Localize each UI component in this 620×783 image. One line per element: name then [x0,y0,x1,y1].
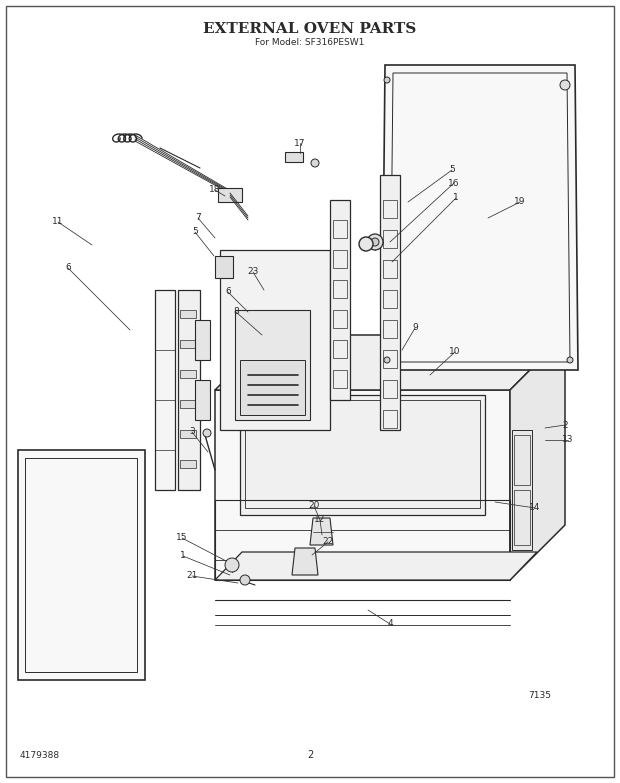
Polygon shape [215,335,565,390]
Text: 2: 2 [562,420,568,430]
Circle shape [371,238,379,246]
Bar [180,430,196,438]
Bar [245,400,480,508]
Bar [514,435,530,485]
Polygon shape [178,290,200,490]
Bar [383,410,397,428]
Bar [180,460,196,468]
Polygon shape [510,335,565,580]
Text: 4: 4 [387,619,393,629]
Text: 14: 14 [529,503,541,513]
Text: 1: 1 [180,551,186,561]
Text: 5: 5 [449,165,455,175]
Text: 4179388: 4179388 [20,750,60,760]
Text: For Model: SF316PESW1: For Model: SF316PESW1 [255,38,365,47]
Bar [333,370,347,388]
Circle shape [240,575,250,585]
Bar [333,280,347,298]
Text: 20: 20 [308,501,320,511]
Text: 1: 1 [453,193,459,203]
Polygon shape [330,200,350,400]
Bar [240,395,485,515]
Text: 9: 9 [412,323,418,333]
Text: EXTERNAL OVEN PARTS: EXTERNAL OVEN PARTS [203,22,417,36]
Circle shape [384,77,390,83]
Text: 22: 22 [322,537,334,547]
Text: 12: 12 [314,515,326,525]
Bar [333,310,347,328]
Text: 19: 19 [514,197,526,207]
Circle shape [367,234,383,250]
Bar [285,152,303,162]
Bar [333,250,347,268]
Bar [512,430,532,550]
Text: 7: 7 [195,214,201,222]
Circle shape [359,237,373,251]
Bar [383,260,397,278]
Text: 8: 8 [233,308,239,316]
Text: 16: 16 [448,179,460,187]
Circle shape [567,357,573,363]
Text: 6: 6 [65,264,71,272]
Circle shape [311,159,319,167]
Text: 23: 23 [247,268,259,276]
Text: 21: 21 [187,572,198,580]
Polygon shape [215,552,537,580]
Text: 6: 6 [225,287,231,297]
Text: eReplacementParts.com: eReplacementParts.com [250,425,370,435]
Polygon shape [310,518,333,545]
Text: 2: 2 [307,750,313,760]
Circle shape [225,558,239,572]
Polygon shape [380,175,400,430]
Bar [333,220,347,238]
Bar [218,188,242,202]
Polygon shape [240,360,305,415]
Text: 7135: 7135 [528,691,552,699]
Bar [215,500,510,580]
Bar [180,340,196,348]
Polygon shape [195,380,210,420]
Text: 3: 3 [189,428,195,436]
Bar [383,320,397,338]
Text: 5: 5 [192,228,198,236]
Polygon shape [155,290,175,490]
Circle shape [560,80,570,90]
Bar [180,310,196,318]
Text: 18: 18 [210,186,221,194]
Polygon shape [18,450,145,680]
Polygon shape [195,320,210,360]
Polygon shape [220,250,330,430]
Bar [180,400,196,408]
Text: 10: 10 [450,348,461,356]
Text: 13: 13 [562,435,574,445]
Bar [383,200,397,218]
Bar [383,290,397,308]
Polygon shape [235,310,310,420]
Bar [383,350,397,368]
Bar [383,380,397,398]
Bar [215,256,233,278]
Text: 15: 15 [176,533,188,543]
Text: 17: 17 [294,139,306,147]
Circle shape [384,357,390,363]
Bar [180,370,196,378]
Polygon shape [215,390,510,580]
Circle shape [203,429,211,437]
Bar [383,230,397,248]
Polygon shape [382,65,578,370]
Text: 11: 11 [52,218,64,226]
Bar [514,490,530,545]
Bar [333,340,347,358]
Polygon shape [292,548,318,575]
